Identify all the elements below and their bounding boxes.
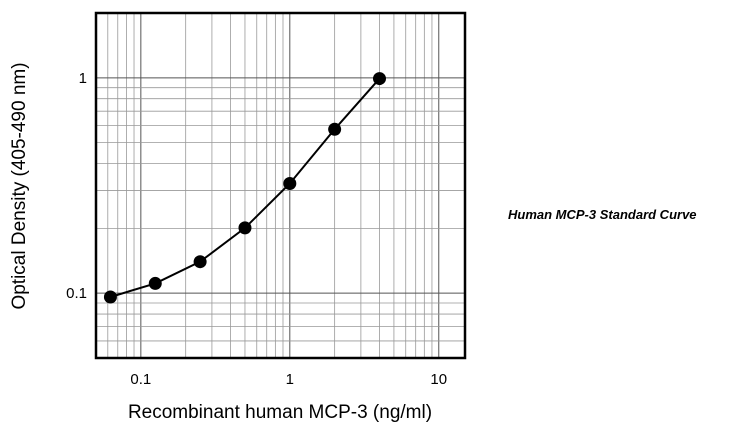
data-point [148, 276, 162, 290]
data-point [238, 221, 252, 235]
grid [96, 13, 465, 358]
y-axis-title: Optical Density (405-490 nm) [9, 62, 30, 309]
data-point [372, 72, 386, 86]
series [103, 72, 386, 304]
data-point [328, 122, 342, 136]
y-tick-label: 1 [79, 70, 87, 87]
plot-frame [94, 11, 467, 360]
chart-title: Human MCP-3 Standard Curve [508, 207, 697, 222]
y-tick-label: 0.1 [66, 285, 87, 302]
data-point [283, 177, 297, 191]
x-tick-label: 0.1 [130, 371, 151, 388]
data-point [193, 255, 207, 269]
x-axis-title: Recombinant human MCP-3 (ng/ml) [128, 402, 432, 423]
x-tick-label: 10 [430, 371, 447, 388]
tick-labels: 0.1 1 10 0.1 1 [66, 70, 447, 388]
data-point [103, 290, 117, 304]
x-tick-label: 1 [286, 371, 294, 388]
